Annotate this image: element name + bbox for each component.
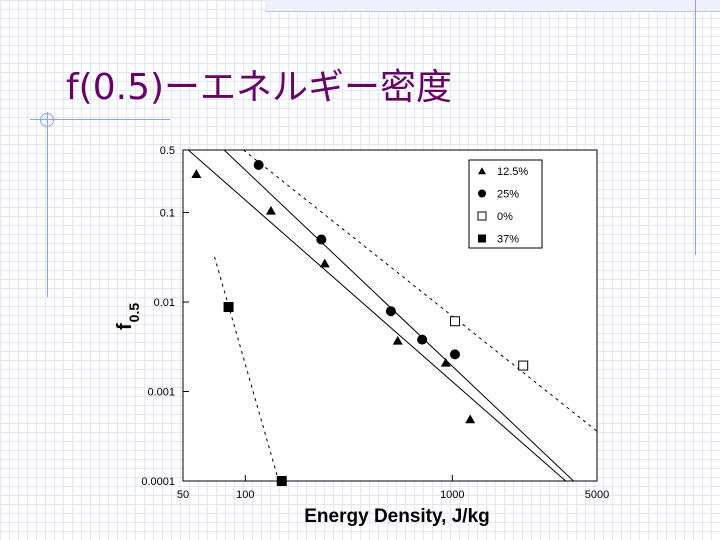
y-axis-title: f0.5 — [114, 303, 142, 330]
point-triangle-0 — [191, 169, 202, 178]
right-vertical-rule — [695, 0, 696, 255]
legend-label-2: 0% — [497, 211, 513, 223]
point-triangle-3 — [392, 335, 403, 345]
x-tick-label-1: 100 — [236, 489, 254, 501]
point-triangle-1 — [265, 205, 276, 215]
point-square-1 — [276, 476, 287, 486]
point-square-0 — [223, 301, 234, 312]
legend-label-0: 12.5% — [497, 166, 528, 178]
x-tick-label-0: 50 — [177, 489, 189, 501]
title-underline-rule — [30, 119, 170, 120]
x-tick-label-2: 1000 — [440, 489, 464, 501]
point-open-square-1 — [518, 360, 529, 371]
point-circle-1 — [316, 234, 327, 245]
y-tick-label-1: 0.1 — [160, 208, 175, 220]
legend-marker-2 — [477, 211, 487, 221]
point-circle-2 — [385, 306, 396, 317]
legend-box — [468, 159, 543, 249]
legend-marker-1 — [478, 189, 486, 198]
y-tick-label-2: 0.01 — [154, 297, 175, 309]
fit-lines — [187, 149, 598, 482]
point-triangle-2 — [319, 258, 330, 268]
y-axis-title-main: f — [114, 323, 136, 330]
top-accent-bar — [265, 0, 720, 12]
point-open-square-0 — [449, 316, 460, 327]
y-tick-label-4: 0.0001 — [141, 476, 175, 488]
legend-label-3: 37% — [497, 234, 519, 246]
fit-line-25pct — [223, 149, 574, 482]
legend-marker-3 — [478, 234, 486, 243]
fit-line-0pct — [243, 149, 598, 432]
axis-ticks: 50 100 1000 5000 0.5 0.1 0.01 0.001 0.0001 — [141, 145, 609, 501]
left-vertical-rule — [47, 112, 48, 297]
rule-circle-marker — [40, 113, 54, 127]
y-tick-label-0: 0.5 — [160, 145, 175, 157]
legend-marker-0 — [478, 167, 486, 175]
point-circle-4 — [449, 349, 460, 360]
data-markers — [191, 159, 529, 486]
point-triangle-4 — [440, 357, 451, 367]
fit-line-12-5pct — [187, 149, 567, 482]
point-circle-0 — [253, 159, 264, 170]
legend-label-1: 25% — [497, 189, 519, 201]
x-tick-label-3: 5000 — [585, 489, 609, 501]
y-tick-label-3: 0.001 — [147, 387, 175, 399]
slide-title: f(0.5)ーエネルギー密度 — [66, 67, 453, 108]
x-axis-title: Energy Density, J/kg — [304, 506, 490, 527]
point-circle-3 — [417, 334, 428, 345]
y-axis-title-sub: 0.5 — [126, 303, 142, 323]
point-triangle-5 — [465, 414, 476, 424]
svg-text:f0.5: f0.5 — [114, 303, 142, 330]
legend: 12.5% 25% 0% 37% — [468, 159, 543, 249]
